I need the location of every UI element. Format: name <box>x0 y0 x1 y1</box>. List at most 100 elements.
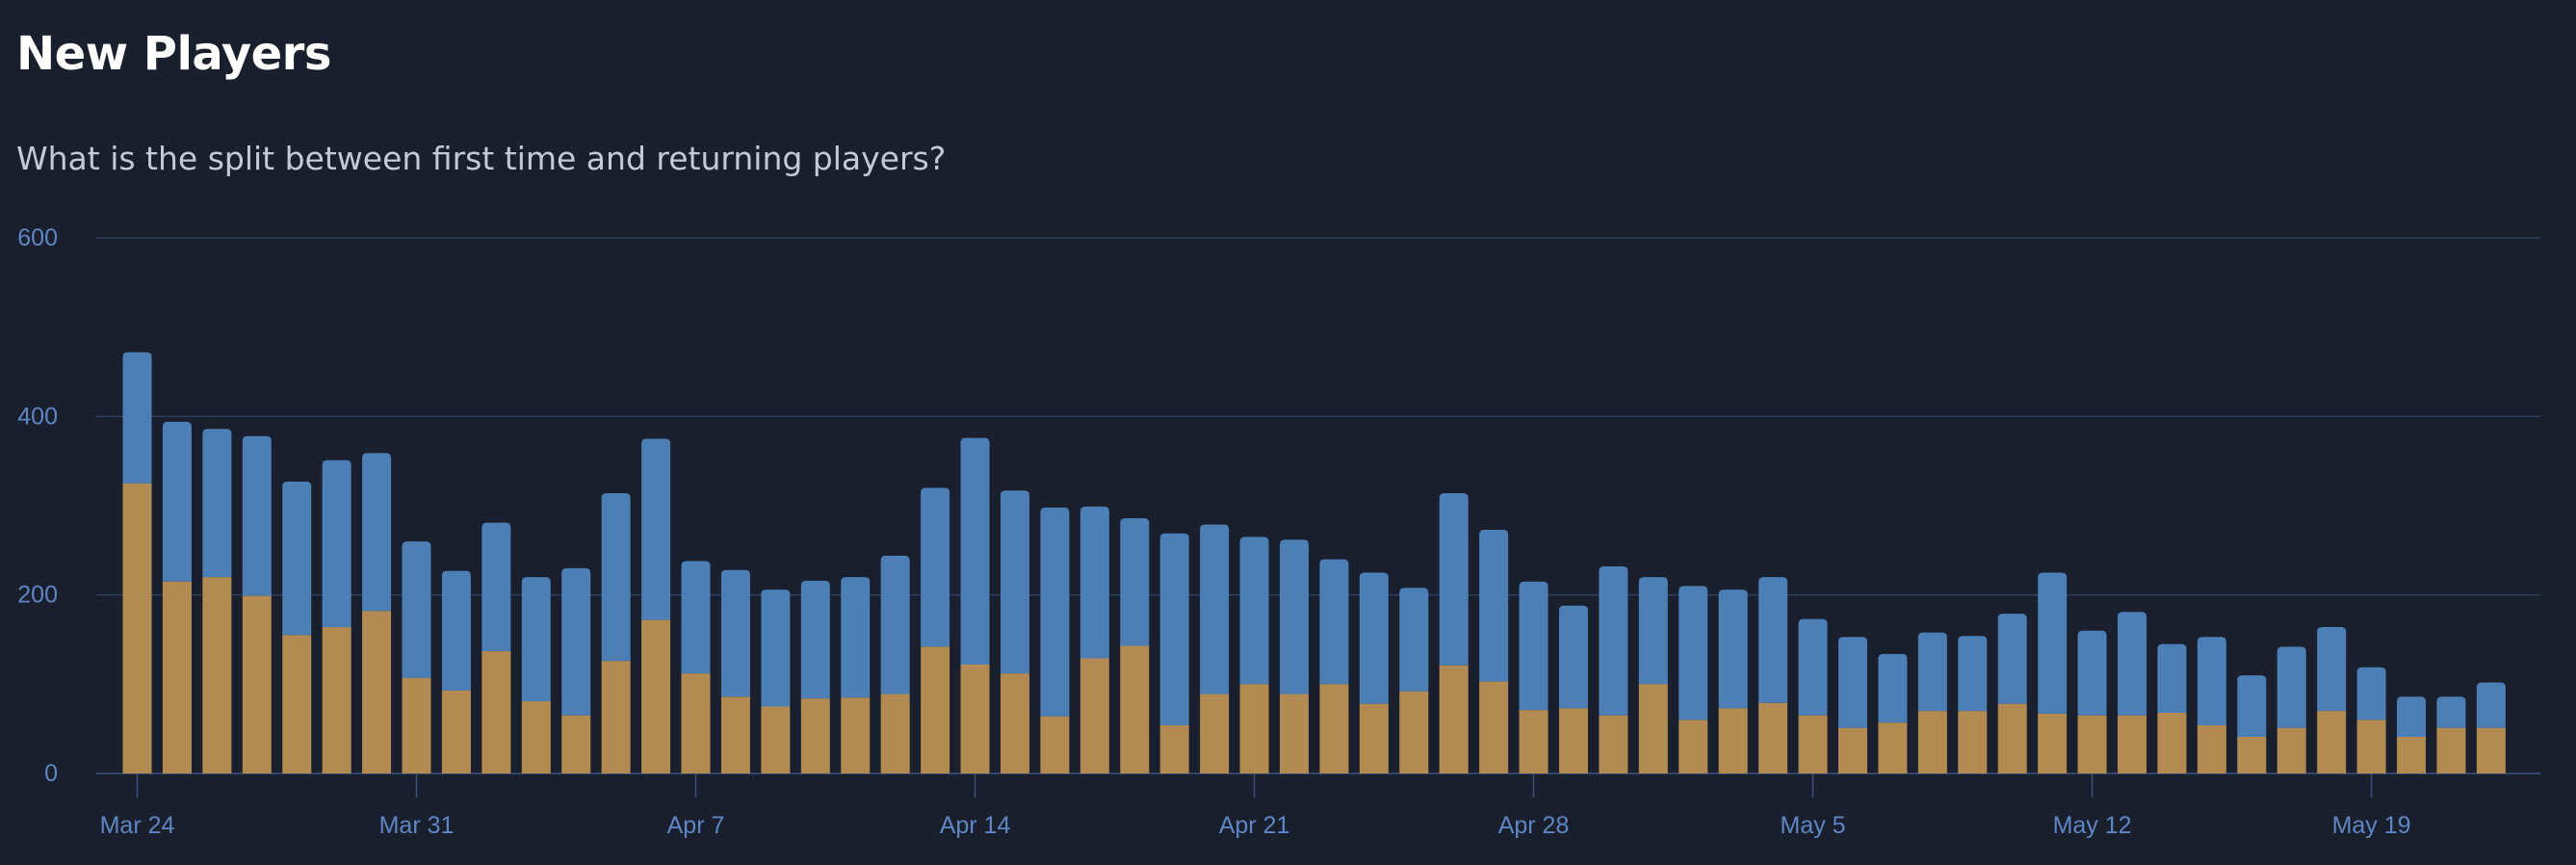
bar-segment-returning <box>362 453 392 612</box>
bar-segment-returning <box>1439 493 1469 666</box>
bar-segment-first-time <box>641 619 671 773</box>
bar-segment-returning <box>1837 637 1867 728</box>
bar-segment-first-time <box>162 581 192 773</box>
bar-segment-first-time <box>1958 711 1988 773</box>
bar-segment-first-time <box>362 611 392 773</box>
bar-segment-first-time <box>1837 727 1867 773</box>
bar-segment-first-time <box>800 698 830 773</box>
y-tick-label: 600 <box>17 224 58 251</box>
x-tick-label: May 12 <box>2053 812 2132 839</box>
bar-segment-first-time <box>1000 673 1029 773</box>
bar-segment-first-time <box>1200 694 1230 773</box>
bar-segment-returning <box>2277 646 2306 728</box>
bar-segment-returning <box>1319 559 1349 685</box>
bar-segment-first-time <box>1917 711 1947 773</box>
x-tick-label: May 19 <box>2332 812 2411 839</box>
x-tick-label: Apr 21 <box>1219 812 1290 839</box>
bar-segment-first-time <box>1558 708 1588 773</box>
bar-segment-first-time <box>1359 703 1389 773</box>
bar-segment-first-time <box>1120 645 1150 773</box>
bar-segment-returning <box>2436 696 2466 728</box>
bar-segment-returning <box>2118 612 2147 716</box>
bar-segment-returning <box>1120 517 1150 646</box>
bar-segment-first-time <box>1319 684 1349 773</box>
bar-segment-first-time <box>242 595 272 773</box>
bar-segment-returning <box>1558 605 1588 709</box>
bar-segment-first-time <box>1638 684 1668 773</box>
y-tick-label: 400 <box>17 403 58 430</box>
y-tick-label: 0 <box>44 760 58 787</box>
bar-segment-returning <box>2476 682 2506 728</box>
bar-segment-first-time <box>2356 720 2386 773</box>
bar-segment-first-time <box>282 635 312 773</box>
bar-segment-first-time <box>761 706 791 773</box>
bar-segment-returning <box>242 435 272 596</box>
x-axis: Mar 24 Mar 31 Apr 7 Apr 14 Apr 21 Apr 28 May 5… <box>100 773 2411 839</box>
bar-segment-returning <box>561 567 591 716</box>
x-tick-label: May 5 <box>1781 812 1846 839</box>
bar-segment-first-time <box>2157 712 2187 773</box>
bar-segment-returning <box>841 577 871 698</box>
bar-segment-returning <box>1997 614 2027 704</box>
bar-segment-returning <box>1638 577 1668 685</box>
bar-segment-returning <box>1917 632 1947 712</box>
bar-segment-first-time <box>481 651 511 773</box>
bar-segment-returning <box>1399 588 1429 692</box>
bar-segment-returning <box>282 481 312 636</box>
bar-segment-first-time <box>1718 708 1748 773</box>
bar-segment-first-time <box>681 673 711 773</box>
bar-segment-first-time <box>521 700 551 773</box>
bar-segment-returning <box>681 561 711 674</box>
bar-segment-first-time <box>1080 658 1109 773</box>
bar-segment-returning <box>1958 636 1988 712</box>
bar-segment-first-time <box>2476 727 2506 773</box>
bar-segment-first-time <box>1758 702 1788 773</box>
bar-segment-first-time <box>2077 715 2107 773</box>
bar-segment-first-time <box>2397 737 2427 773</box>
bar-segment-first-time <box>2237 737 2267 773</box>
bar-segment-returning <box>402 541 431 678</box>
bar-segment-first-time <box>2197 724 2226 773</box>
bar-segment-returning <box>1479 530 1509 682</box>
bar-segment-returning <box>441 570 471 691</box>
bar-segment-first-time <box>880 694 910 773</box>
bar-segment-returning <box>1239 537 1269 685</box>
bar-segment-first-time <box>2436 727 2466 773</box>
bar-segment-returning <box>2397 696 2427 738</box>
bar-segment-returning <box>1080 506 1109 659</box>
bar-segment-first-time <box>1279 694 1309 773</box>
bar-segment-first-time <box>1040 716 1070 773</box>
bar-segment-first-time <box>841 697 871 773</box>
bar-segment-returning <box>2237 675 2267 738</box>
bar-segment-first-time <box>402 677 431 773</box>
bar-segment-returning <box>2077 630 2107 716</box>
bar-segment-returning <box>1678 586 1708 721</box>
bar-segment-returning <box>1200 524 1230 695</box>
bar-segment-first-time <box>561 715 591 773</box>
bar-segment-returning <box>800 580 830 699</box>
bar-segment-returning <box>1000 490 1029 674</box>
bar-segment-returning <box>1599 566 1628 716</box>
bar-segment-returning <box>202 429 232 578</box>
x-tick-label: Apr 7 <box>667 812 725 839</box>
chart-title: New Players <box>16 27 331 81</box>
bar-segment-returning <box>880 555 910 695</box>
bars <box>122 352 2506 773</box>
bar-segment-first-time <box>2038 713 2068 773</box>
x-tick-label: Apr 14 <box>940 812 1011 839</box>
bar-segment-returning <box>2157 643 2187 713</box>
bar-segment-first-time <box>1519 710 1548 773</box>
bar-segment-returning <box>322 459 351 628</box>
bar-segment-first-time <box>2277 727 2306 773</box>
bar-segment-returning <box>1359 572 1389 704</box>
bar-segment-returning <box>761 590 791 707</box>
x-tick-label: Apr 28 <box>1498 812 1570 839</box>
bar-segment-returning <box>1758 577 1788 703</box>
y-tick-label: 200 <box>17 582 58 609</box>
bar-segment-returning <box>601 493 631 662</box>
bar-segment-first-time <box>1878 722 1908 773</box>
bar-segment-first-time <box>1239 684 1269 773</box>
bar-segment-first-time <box>1399 691 1429 773</box>
bar-segment-first-time <box>601 661 631 773</box>
